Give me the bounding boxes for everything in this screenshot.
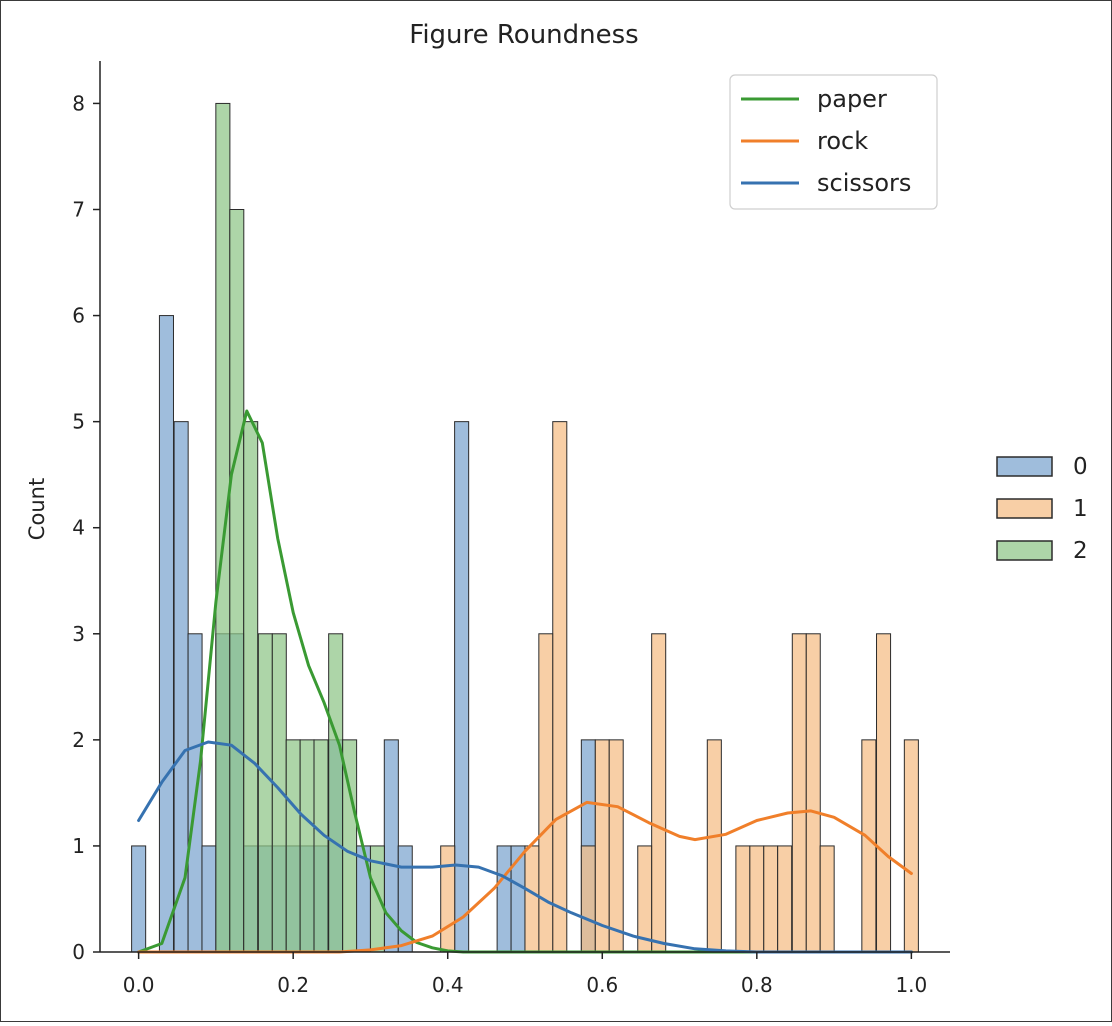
hist-bar-series-1-12 bbox=[763, 845, 779, 953]
y-tick-label: 2 bbox=[72, 728, 85, 752]
hist-bar-series-1-1 bbox=[524, 845, 540, 953]
hist-bar-series-0-14 bbox=[355, 845, 372, 953]
hist-bar-series-1-5 bbox=[594, 739, 610, 953]
legend-hist-label-1: 1 bbox=[1073, 496, 1088, 522]
hist-bar-series-2-7 bbox=[313, 739, 329, 953]
hist-bar-series-0-1 bbox=[158, 315, 174, 953]
hist-bar-series-1-0 bbox=[440, 845, 456, 953]
hist-bar-series-2-1 bbox=[229, 209, 245, 953]
hist-bar-series-2-6 bbox=[299, 739, 315, 953]
legend-hist-label-2: 2 bbox=[1073, 538, 1088, 564]
hist-bar-series-0-17 bbox=[454, 421, 470, 953]
hist-bar-series-0-0 bbox=[131, 845, 147, 953]
hist-bar-series-1-7 bbox=[637, 845, 653, 953]
hist-bar-series-2-3 bbox=[257, 633, 273, 953]
y-tick-label: 7 bbox=[72, 198, 85, 222]
legend-hist-label-0: 0 bbox=[1073, 454, 1088, 480]
hist-bar-series-0-4 bbox=[201, 845, 217, 953]
x-tick-label: 0.2 bbox=[277, 973, 309, 997]
x-tick-label: 1.0 bbox=[895, 973, 927, 997]
hist-bar-series-1-3 bbox=[552, 421, 568, 953]
hist-bar-series-1-18 bbox=[876, 633, 892, 953]
legend-hist: 0 1 2 bbox=[996, 454, 1088, 564]
legend-hist-swatch-1 bbox=[996, 498, 1053, 519]
hist-bar-series-1-11 bbox=[749, 845, 765, 953]
legend-hist-swatch-0 bbox=[996, 456, 1053, 477]
hist-bar-series-2-0 bbox=[215, 102, 231, 953]
y-tick-label: 5 bbox=[72, 410, 85, 434]
hist-bar-series-1-8 bbox=[651, 633, 667, 953]
y-tick-label: 8 bbox=[72, 91, 85, 115]
hist-bar-series-1-13 bbox=[777, 845, 793, 953]
x-tick-label: 0.4 bbox=[432, 973, 464, 997]
hist-bar-series-1-14 bbox=[791, 633, 807, 953]
x-tick-label: 0.8 bbox=[741, 973, 773, 997]
hist-bar-series-0-18 bbox=[496, 845, 512, 953]
legend-line-label-scissors: scissors bbox=[817, 169, 911, 197]
y-tick-label: 6 bbox=[72, 304, 85, 328]
y-tick-label: 3 bbox=[72, 622, 85, 646]
legend-hist-swatch-2 bbox=[996, 540, 1053, 561]
legend-lines: paper rock scissors bbox=[729, 74, 938, 210]
y-tick-label: 1 bbox=[72, 834, 85, 858]
hist-bar-series-1-6 bbox=[608, 739, 624, 953]
hist-bar-series-1-19 bbox=[903, 739, 919, 953]
hist-bar-series-1-15 bbox=[805, 633, 821, 953]
hist-bar-series-1-4 bbox=[580, 845, 596, 953]
kde-line-rock bbox=[137, 800, 913, 954]
x-tick-label: 0.0 bbox=[123, 973, 155, 997]
chart-title: Figure Roundness bbox=[409, 20, 638, 50]
y-tick-label: 0 bbox=[72, 940, 85, 964]
hist-bar-series-1-10 bbox=[735, 845, 751, 953]
legend-line-label-rock: rock bbox=[817, 127, 868, 155]
hist-bar-series-2-5 bbox=[285, 739, 301, 953]
hist-bar-series-2-2 bbox=[243, 421, 259, 953]
y-tick-label: 4 bbox=[72, 516, 85, 540]
hist-bar-series-1-17 bbox=[861, 739, 877, 953]
kde-line-scissors bbox=[137, 740, 913, 954]
y-axis-label: Count bbox=[25, 478, 49, 540]
hist-bar-series-2-8 bbox=[328, 633, 344, 953]
legend-line-label-paper: paper bbox=[817, 85, 887, 113]
legend-lines-box bbox=[729, 74, 938, 210]
x-tick-label: 0.6 bbox=[586, 973, 618, 997]
kde-line-paper bbox=[137, 409, 913, 954]
hist-bar-series-1-16 bbox=[819, 845, 835, 953]
hist-bar-series-1-9 bbox=[706, 739, 722, 953]
